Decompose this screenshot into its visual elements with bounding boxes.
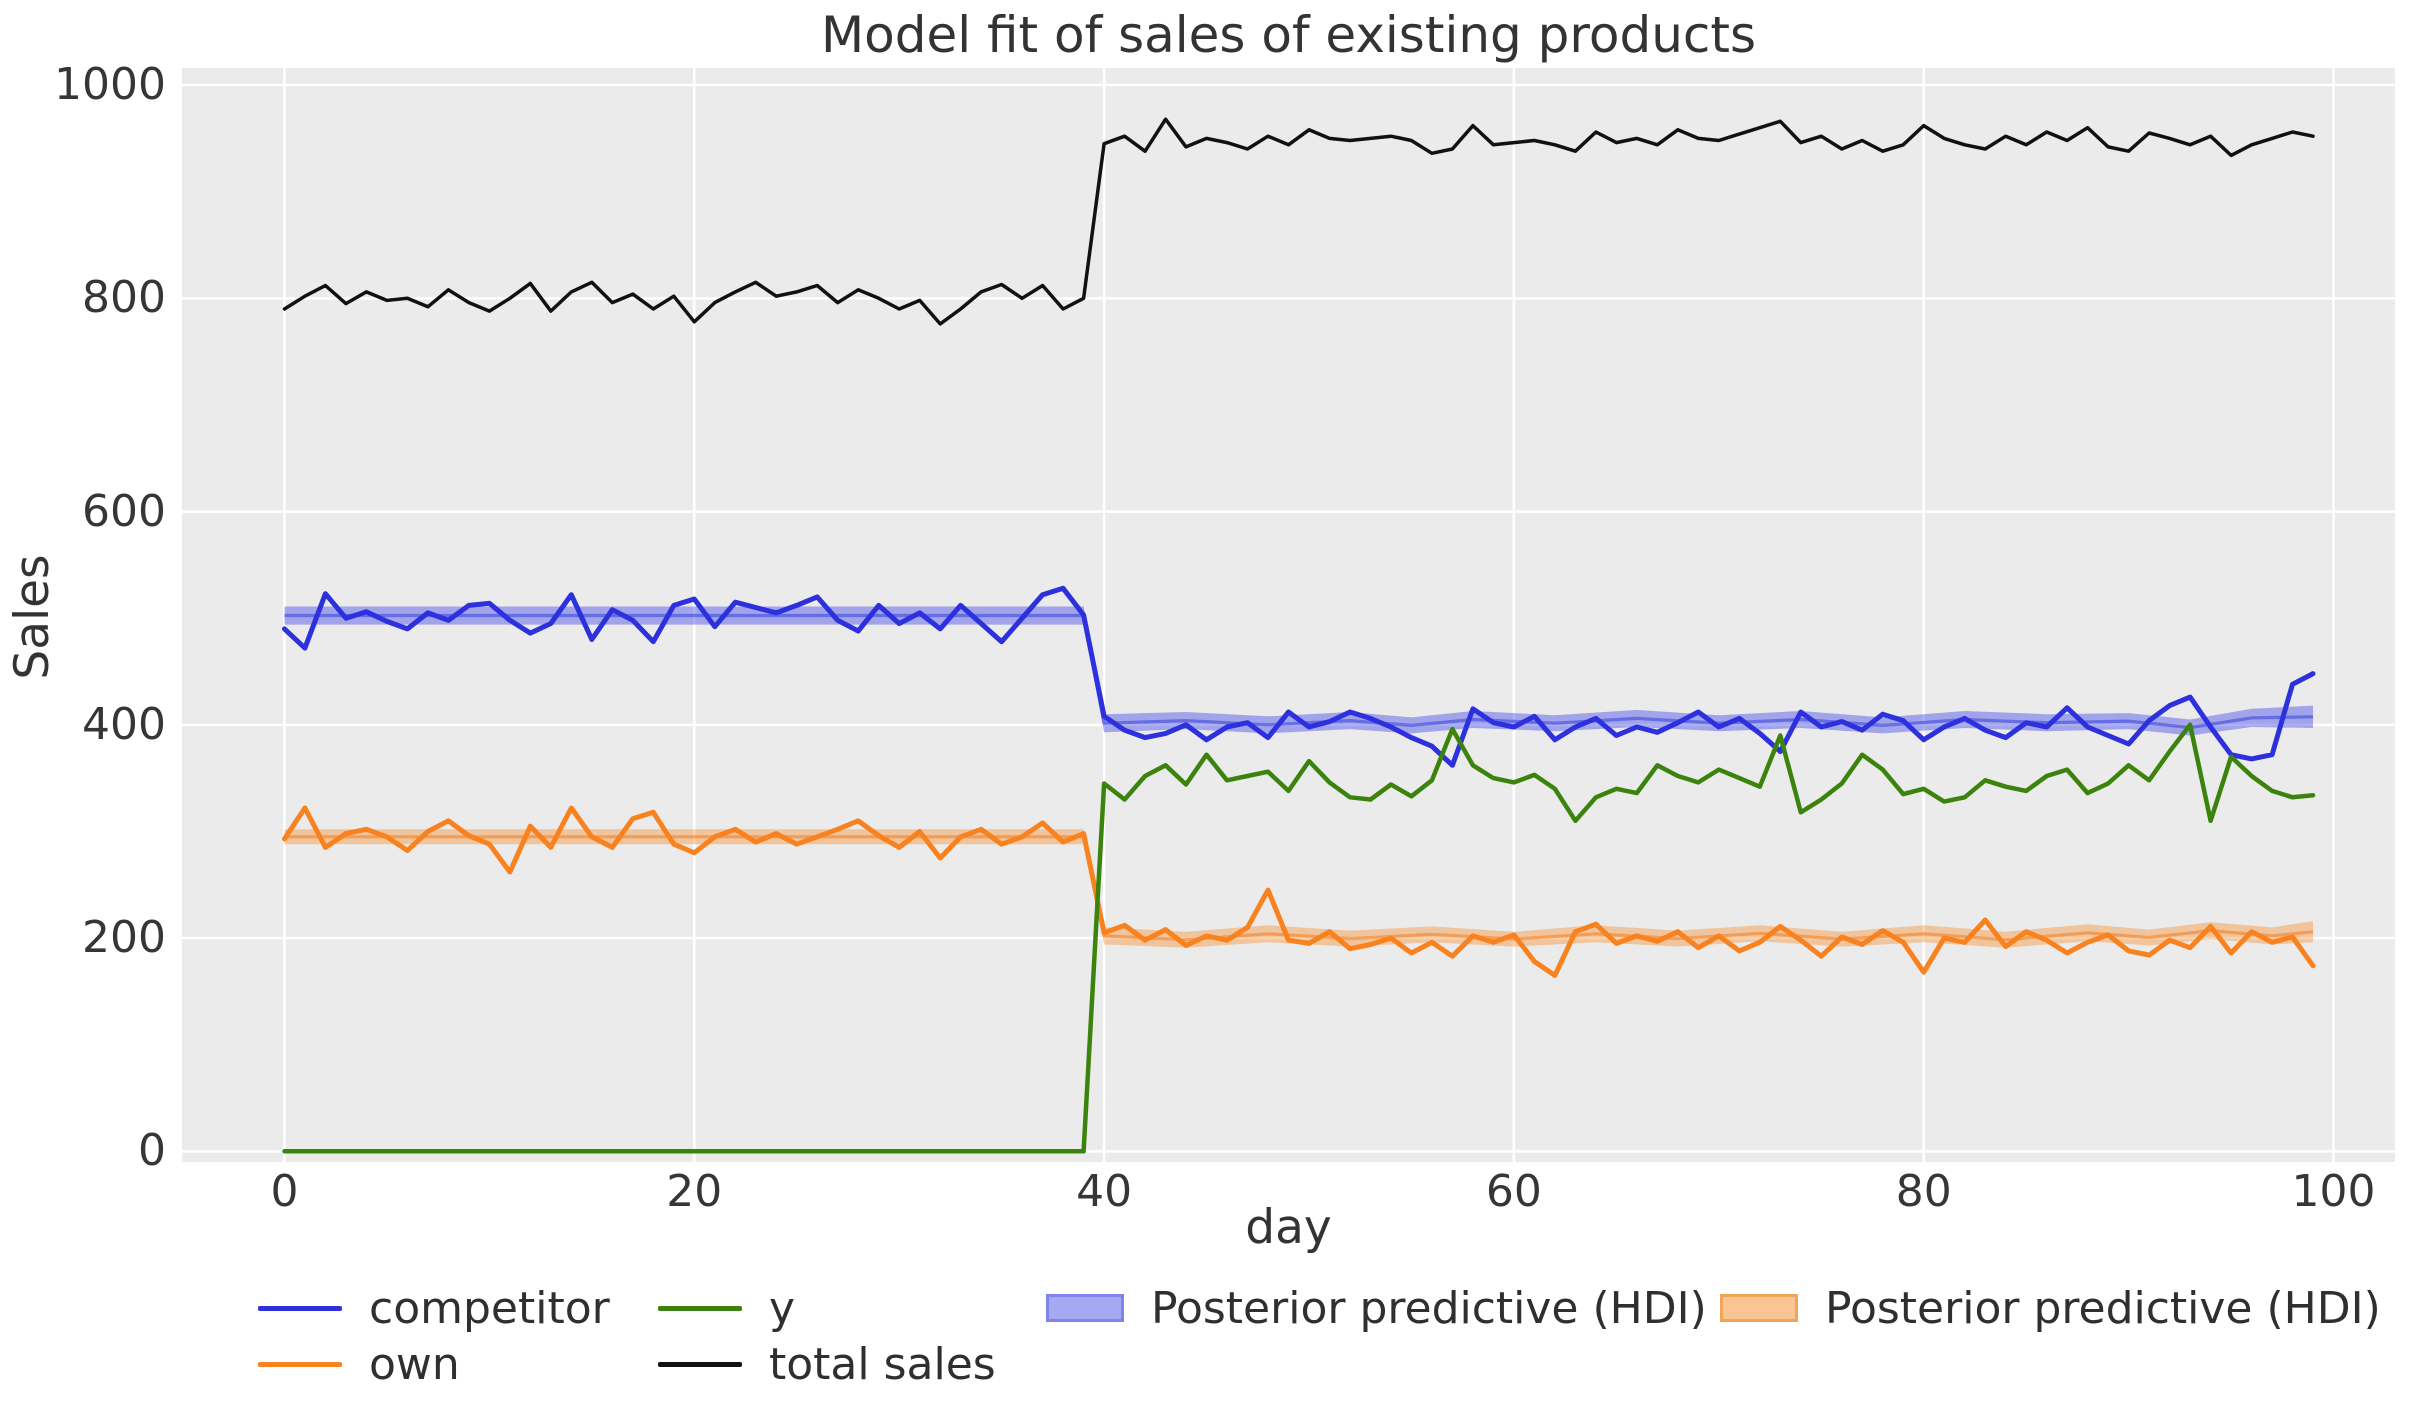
x-tick-label-20: 20 <box>666 1166 723 1217</box>
hdi-mean-line-orange <box>284 835 2314 942</box>
legend-label: own <box>369 1338 460 1390</box>
legend-label: Posterior predictive (HDI) <box>1151 1282 1707 1334</box>
x-tick-label-60: 60 <box>1485 1166 1542 1217</box>
legend-item-own: own <box>258 1338 460 1390</box>
legend-item-competitor: competitor <box>258 1282 610 1334</box>
y-tick-label-400: 400 <box>82 698 166 750</box>
series-line-y <box>282 722 2316 1154</box>
legend-item-total-sales: total sales <box>658 1338 996 1390</box>
y-tick-label-1000: 1000 <box>54 59 166 111</box>
blue-hdi-patch-swatch <box>1046 1294 1124 1322</box>
y-tick-label-800: 800 <box>82 272 166 324</box>
legend-item-posterior-hdi-blue: Posterior predictive (HDI) <box>1046 1282 1707 1334</box>
own-line-swatch <box>258 1361 342 1367</box>
x-axis-label: day <box>1245 1200 1332 1255</box>
series-line-total-sales <box>282 117 2315 326</box>
x-tick-label-0: 0 <box>270 1166 299 1217</box>
total-sales-line-swatch <box>658 1361 742 1367</box>
chart-title: Model fit of sales of existing products <box>820 6 1757 64</box>
y-line-swatch <box>658 1305 742 1311</box>
series-line-own <box>282 805 2316 978</box>
legend-label: y <box>769 1282 796 1334</box>
y-tick-label-600: 600 <box>82 485 166 537</box>
series-line-competitor <box>282 585 2316 768</box>
x-tick-label-100: 100 <box>2291 1166 2376 1217</box>
orange-hdi-patch-swatch <box>1720 1294 1798 1322</box>
legend-label: competitor <box>369 1282 610 1334</box>
competitor-line-swatch <box>258 1305 342 1311</box>
x-tick-label-40: 40 <box>1076 1166 1133 1217</box>
x-tick-label-80: 80 <box>1895 1166 1952 1217</box>
legend-item-y: y <box>658 1282 796 1334</box>
y-tick-label-0: 0 <box>138 1125 166 1177</box>
legend-label: Posterior predictive (HDI) <box>1825 1282 2381 1334</box>
legend-item-posterior-hdi-orange: Posterior predictive (HDI) <box>1720 1282 2381 1334</box>
hdi-mean-line-blue <box>284 613 2314 730</box>
y-tick-label-200: 200 <box>82 912 166 964</box>
legend-label: total sales <box>769 1338 996 1390</box>
